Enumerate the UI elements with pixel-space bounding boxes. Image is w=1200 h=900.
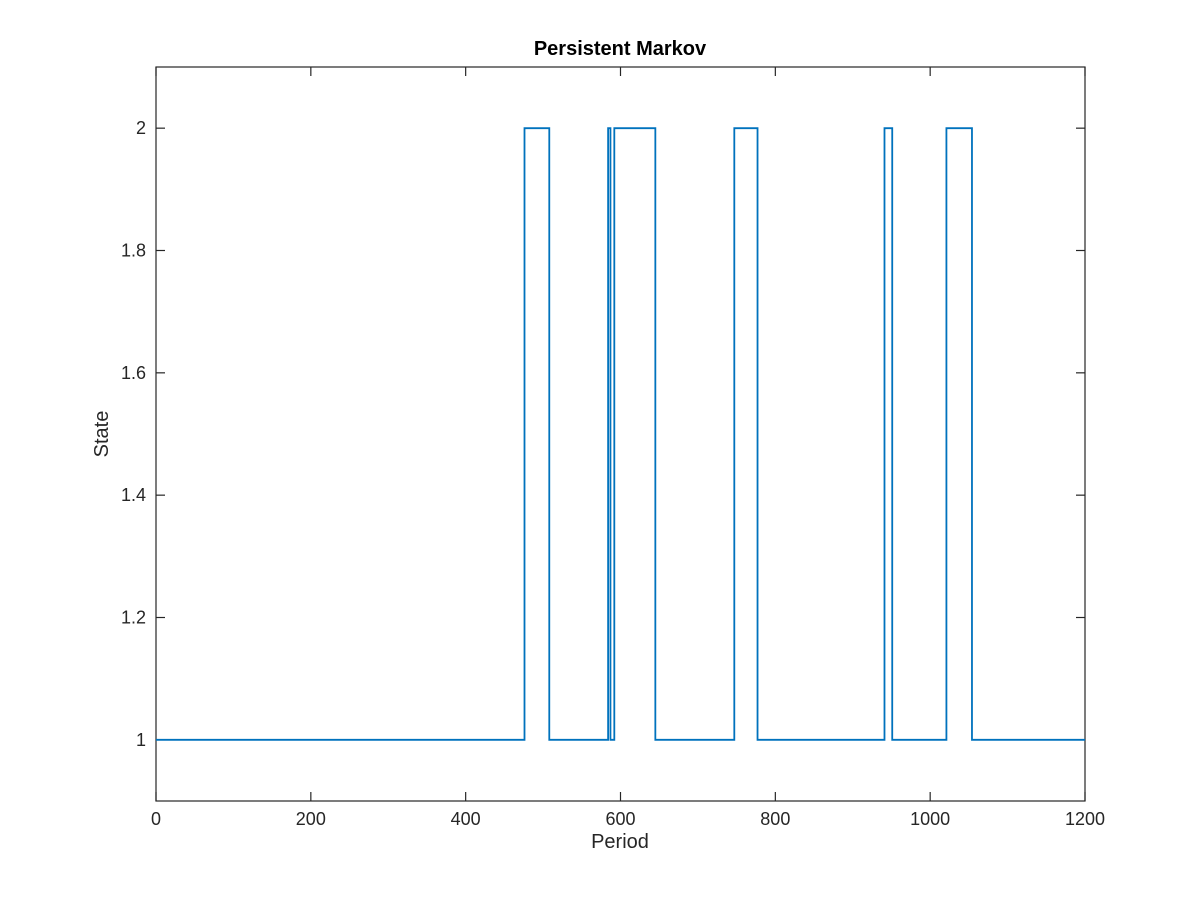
series-line	[156, 127, 1085, 741]
y-tick-label: 1.2	[121, 608, 146, 628]
x-tick-label: 600	[605, 809, 635, 829]
x-tick-label: 200	[296, 809, 326, 829]
x-tick-label: 0	[151, 809, 161, 829]
series-group	[156, 127, 1085, 741]
y-tick-label: 1.4	[121, 485, 146, 505]
y-tick-label: 2	[136, 118, 146, 138]
ticks: 0 200 400 600 800 1000 1200 1 1.2 1.4 1.6 1.8 2	[121, 67, 1105, 829]
chart-title: Persistent Markov	[534, 38, 707, 60]
x-axis-label: Period	[591, 831, 649, 853]
y-tick-label: 1.8	[121, 241, 146, 261]
x-tick-label: 400	[451, 809, 481, 829]
x-tick-label: 800	[760, 809, 790, 829]
y-axis-label: State	[91, 411, 113, 458]
y-tick-label: 1.6	[121, 363, 146, 383]
x-tick-label: 1000	[910, 809, 950, 829]
x-tick-label: 1200	[1065, 809, 1105, 829]
y-tick-label: 1	[136, 730, 146, 750]
